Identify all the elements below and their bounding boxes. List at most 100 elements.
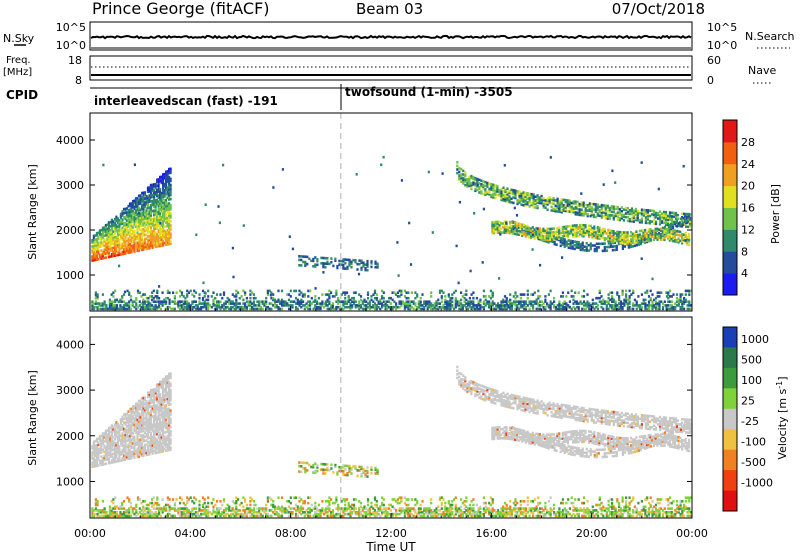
power-cell (472, 304, 475, 307)
power-cell (466, 185, 469, 188)
power-cell (361, 307, 364, 311)
power-cell (561, 291, 564, 294)
power-cell (649, 233, 652, 237)
power-cell (596, 231, 599, 235)
power-cell (95, 240, 98, 243)
power-cell (407, 300, 410, 303)
power-cell (368, 300, 371, 303)
power-cell (124, 304, 127, 307)
power-cell (112, 236, 115, 240)
power-cell (674, 307, 677, 311)
power-cell (291, 247, 294, 251)
power-cell (574, 213, 577, 216)
power-cell (596, 228, 599, 231)
power-cell (337, 298, 340, 302)
power-cell (520, 198, 523, 201)
velocity-cell (153, 441, 156, 445)
power-cell (379, 300, 382, 303)
power-cell (249, 296, 252, 300)
velocity-cell (124, 417, 127, 420)
velocity-cell (113, 429, 116, 433)
velocity-cell (140, 411, 144, 415)
power-cell (159, 196, 162, 199)
power-cell (610, 240, 613, 244)
power-cell (567, 304, 570, 307)
velocity-cell (145, 424, 148, 428)
power-cell (472, 177, 475, 181)
power-cell (163, 182, 166, 186)
power-cell (410, 305, 413, 309)
power-cell (606, 217, 609, 220)
power-cell (658, 300, 661, 303)
power-cell (575, 224, 578, 227)
power-cell (628, 210, 631, 214)
power-cell (484, 184, 487, 188)
power-cell (591, 235, 594, 239)
power-cell (137, 233, 141, 236)
power-cell (664, 221, 668, 225)
power-cell (617, 232, 620, 236)
power-cell (259, 305, 262, 309)
power-cell (119, 220, 122, 224)
power-cell (160, 199, 163, 203)
velocity-cell (133, 452, 136, 455)
power-cell (103, 240, 106, 243)
power-cell (488, 193, 491, 196)
power-cell (442, 291, 445, 294)
velocity-cell (156, 430, 159, 434)
power-cell (124, 211, 127, 215)
power-cell (365, 305, 368, 309)
power-cell (328, 300, 331, 303)
power-cell (622, 208, 625, 211)
power-cell (460, 167, 463, 171)
power-cell (460, 307, 463, 311)
power-cell (454, 304, 457, 307)
power-cell (566, 199, 569, 202)
power-cell (510, 197, 513, 201)
velocity-cell (153, 388, 156, 391)
power-cell (121, 246, 124, 250)
power-cell (609, 232, 612, 236)
power-cell (682, 238, 685, 242)
power-cell (686, 241, 689, 244)
velocity-cell (103, 444, 106, 447)
power-cell (494, 224, 497, 227)
velocity-cell (142, 413, 145, 416)
power-cell (549, 239, 552, 243)
velocity-cell (118, 451, 121, 454)
power-cell (477, 302, 480, 305)
power-cell (544, 236, 547, 240)
power-cell (505, 302, 508, 305)
velocity-cell (115, 435, 118, 439)
power-cell (632, 214, 635, 218)
power-cell (609, 243, 612, 247)
power-cell (145, 223, 148, 226)
power-cell (354, 260, 357, 264)
power-cell (628, 209, 631, 212)
velocity-cell (133, 446, 136, 449)
power-cell (462, 173, 465, 176)
power-cell (612, 240, 615, 244)
velocity-cell (112, 460, 115, 464)
power-cell (575, 227, 578, 231)
velocity-cell (146, 428, 150, 432)
power-cell (659, 234, 663, 238)
power-cell (100, 304, 103, 307)
power-cell (582, 229, 585, 232)
power-cell (460, 302, 463, 305)
power-cell (104, 242, 107, 245)
power-cell (579, 302, 582, 305)
velocity-cell (121, 442, 124, 446)
power-cell (130, 248, 133, 252)
power-cell (474, 304, 477, 307)
power-cell (100, 257, 103, 260)
velocity-cell (154, 441, 157, 444)
power-cell (628, 295, 631, 298)
velocity-cell (133, 411, 136, 414)
power-cell (654, 234, 657, 238)
power-cell (451, 305, 454, 309)
power-cell (357, 272, 361, 276)
power-cell (376, 262, 379, 265)
power-cell (97, 245, 100, 249)
power-cell (148, 230, 151, 234)
